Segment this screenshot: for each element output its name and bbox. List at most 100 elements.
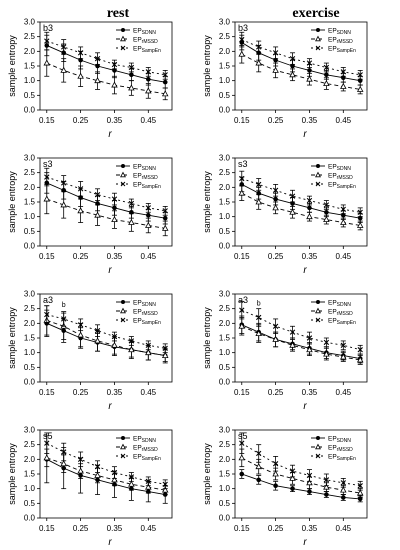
panel-label: s3 bbox=[238, 159, 248, 169]
point-x bbox=[323, 339, 330, 346]
point-x bbox=[289, 55, 296, 62]
point-circle bbox=[307, 489, 312, 494]
panel-b3-rest: 0.0 0.5 1.0 1.5 2.0 2.5 3.0 0.15 0.25 0.35 0.45 r sa… bbox=[7, 18, 173, 140]
point-triangle bbox=[255, 329, 262, 337]
legend-subscript: SDNN bbox=[142, 30, 157, 36]
panel-label: s3 bbox=[43, 159, 53, 169]
legend-marker-circle bbox=[121, 28, 125, 32]
series-line bbox=[241, 457, 361, 494]
x-axis-label: r bbox=[108, 265, 112, 276]
series-line bbox=[241, 473, 361, 500]
point-x bbox=[145, 342, 151, 349]
y-tick-label: 0.0 bbox=[219, 514, 231, 523]
y-tick-label: 3.0 bbox=[219, 426, 231, 435]
legend-subscript: SampEn bbox=[337, 320, 356, 326]
point-circle bbox=[129, 72, 134, 78]
y-tick-label: 0.5 bbox=[219, 91, 231, 100]
legend-subscript: SampEn bbox=[337, 184, 356, 190]
legend-entry-SDNN: EPSDNN bbox=[311, 164, 351, 172]
y-tick-label: 1.5 bbox=[219, 198, 231, 207]
x-tick-label: 0.25 bbox=[268, 116, 284, 125]
point-circle bbox=[112, 205, 117, 211]
series-SampEn bbox=[239, 170, 363, 218]
point-circle bbox=[162, 79, 168, 85]
point-triangle bbox=[272, 204, 279, 211]
point-x bbox=[145, 69, 151, 75]
legend-marker-circle bbox=[121, 436, 125, 440]
point-triangle bbox=[289, 341, 296, 348]
legend-label: EPrMSSD bbox=[328, 445, 353, 454]
point-x bbox=[94, 55, 101, 62]
x-tick-label: 0.45 bbox=[336, 388, 352, 397]
point-x bbox=[256, 314, 262, 321]
point-circle bbox=[256, 477, 261, 483]
legend-entry-SDNN: EPSDNN bbox=[311, 300, 351, 308]
legend-subscript: rMSSD bbox=[142, 39, 159, 45]
legend-subscript: SampEn bbox=[142, 456, 161, 462]
legend-label: EPSampEn bbox=[133, 318, 161, 327]
x-tick-label: 0.15 bbox=[234, 388, 250, 397]
x-tick-label: 0.25 bbox=[268, 524, 284, 533]
point-triangle bbox=[145, 221, 152, 228]
y-tick-label: 3.0 bbox=[219, 154, 231, 163]
x-tick-label: 0.45 bbox=[141, 252, 157, 261]
legend-label: EPSDNN bbox=[328, 28, 351, 37]
point-triangle bbox=[94, 211, 101, 218]
point-triangle bbox=[128, 84, 135, 91]
series-rMSSD bbox=[238, 317, 364, 365]
panel-label: a3 bbox=[43, 295, 53, 305]
point-x bbox=[357, 483, 363, 489]
point-triangle bbox=[161, 351, 169, 359]
x-tick-label: 0.35 bbox=[302, 252, 318, 261]
y-tick-label: 1.5 bbox=[24, 198, 36, 207]
legend-subscript: SDNN bbox=[142, 438, 157, 444]
y-tick-label: 3.0 bbox=[219, 18, 231, 27]
point-x bbox=[94, 463, 101, 470]
series-line bbox=[46, 40, 166, 76]
panel-s3-exercise: 0.0 0.5 1.0 1.5 2.0 2.5 3.0 0.15 0.25 0.35 0.45 r sa… bbox=[202, 154, 368, 276]
y-tick-label: 2.0 bbox=[219, 455, 231, 464]
y-tick-label: 1.0 bbox=[219, 212, 231, 221]
point-x bbox=[128, 64, 135, 71]
point-x bbox=[61, 180, 67, 186]
x-tick-label: 0.45 bbox=[336, 252, 352, 261]
legend-entry-SDNN: EPSDNN bbox=[116, 436, 157, 444]
legend-label: EPSDNN bbox=[133, 300, 156, 309]
point-circle bbox=[146, 212, 151, 218]
legend-marker-x bbox=[120, 453, 126, 459]
panel-a3-exercise: 0.0 0.5 1.0 1.5 2.0 2.5 3.0 0.15 0.25 0.35 0.45 r sa… bbox=[202, 290, 368, 412]
point-circle bbox=[162, 215, 168, 221]
series-SampEn bbox=[239, 31, 363, 80]
point-triangle bbox=[238, 50, 246, 57]
legend-marker-circle bbox=[316, 164, 320, 168]
legend-marker-triangle bbox=[315, 35, 321, 42]
series-line bbox=[241, 442, 361, 487]
legend-label: EPrMSSD bbox=[328, 309, 353, 318]
y-tick-label: 2.5 bbox=[219, 304, 231, 313]
point-triangle bbox=[60, 460, 67, 467]
point-x bbox=[111, 333, 118, 340]
point-x bbox=[44, 311, 50, 318]
point-triangle bbox=[255, 463, 262, 470]
x-tick-label: 0.35 bbox=[302, 116, 318, 125]
legend-entry-rMSSD: EPrMSSD bbox=[311, 307, 353, 318]
point-triangle bbox=[323, 483, 330, 490]
x-tick-label: 0.25 bbox=[73, 388, 89, 397]
legend-entry-SDNN: EPSDNN bbox=[116, 28, 157, 36]
point-x bbox=[162, 481, 168, 487]
legend-label: EPrMSSD bbox=[328, 173, 353, 182]
point-triangle bbox=[145, 349, 152, 356]
point-x bbox=[340, 206, 346, 213]
x-tick-label: 0.15 bbox=[234, 116, 250, 125]
legend-subscript: SampEn bbox=[142, 184, 161, 190]
legend-entry-rMSSD: EPrMSSD bbox=[116, 443, 158, 453]
x-tick-label: 0.15 bbox=[234, 252, 250, 261]
column-title-exercise: exercise bbox=[292, 6, 340, 21]
point-triangle bbox=[94, 77, 101, 84]
y-axis-label: sample entropy bbox=[7, 171, 17, 233]
point-circle bbox=[341, 495, 346, 500]
point-triangle bbox=[43, 454, 51, 461]
legend-marker-x bbox=[120, 45, 126, 51]
series-line bbox=[241, 39, 361, 76]
